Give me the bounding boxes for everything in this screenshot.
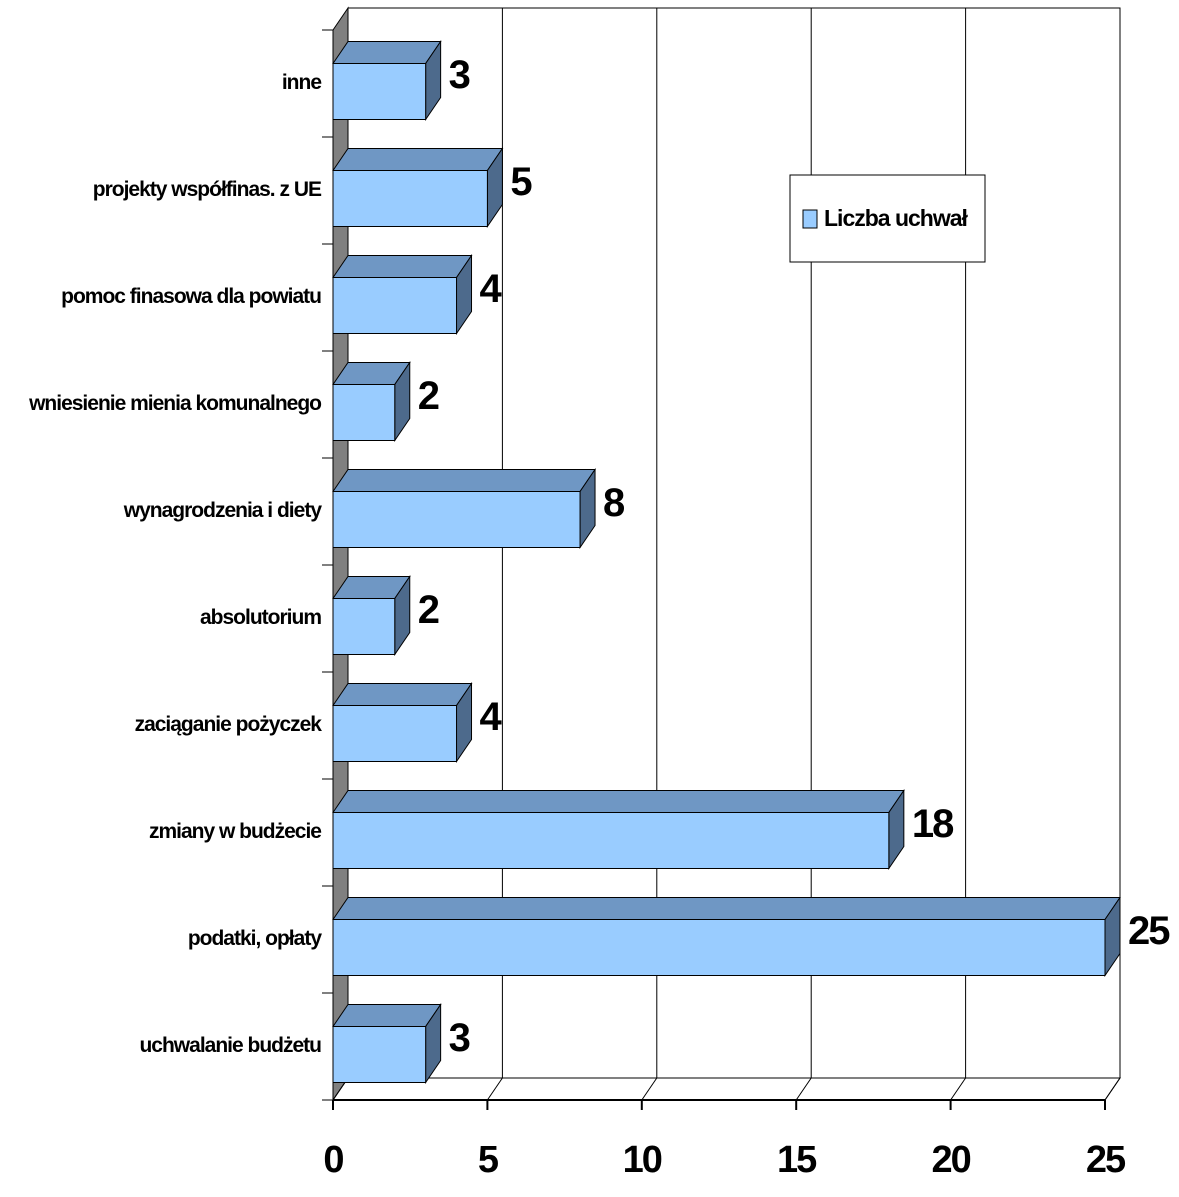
value-label: 2 xyxy=(418,588,439,632)
x-tick-label: 0 xyxy=(323,1139,343,1181)
legend-swatch xyxy=(802,209,818,229)
value-label: 3 xyxy=(449,1016,470,1060)
bar xyxy=(332,598,396,655)
y-tick-label: absolutorium xyxy=(200,606,321,629)
bar-top xyxy=(332,897,1121,920)
floor-grid-line xyxy=(1104,1077,1121,1101)
y-tick-label: projekty współfinas. z UE xyxy=(93,178,322,201)
floor xyxy=(332,1077,1121,1101)
value-label: 8 xyxy=(603,481,625,525)
y-tick-label: podatki, opłaty xyxy=(188,927,323,950)
value-label: 5 xyxy=(510,160,532,204)
y-tick-label: wniesienie mienia komunalnego xyxy=(28,392,321,415)
value-label: 4 xyxy=(480,267,503,311)
bar xyxy=(332,919,1106,976)
bar-top xyxy=(332,255,473,278)
bar xyxy=(332,705,458,762)
bar xyxy=(332,384,396,441)
y-tick-label: uchwalanie budżetu xyxy=(139,1034,321,1057)
bar xyxy=(332,170,488,227)
value-label: 18 xyxy=(912,802,954,846)
bar-top xyxy=(332,1004,442,1027)
y-tick-label: inne xyxy=(282,71,321,94)
x-tick-label: 15 xyxy=(777,1139,817,1181)
value-label: 4 xyxy=(480,695,503,739)
x-tick-label: 10 xyxy=(623,1139,662,1181)
floor-grid-line xyxy=(486,1077,503,1101)
bar xyxy=(332,277,458,334)
floor-grid-line xyxy=(641,1077,658,1101)
bar xyxy=(332,812,890,869)
value-label: 3 xyxy=(449,53,470,97)
y-tick-label: pomoc finasowa dla powiatu xyxy=(61,285,321,308)
legend-label: Liczba uchwał xyxy=(824,205,969,231)
bar xyxy=(332,491,581,548)
y-tick-label: wynagrodzenia i diety xyxy=(123,499,323,522)
bar xyxy=(332,1026,427,1083)
bar xyxy=(332,63,427,120)
y-tick-label: zmiany w budżecie xyxy=(149,820,321,843)
legend-box xyxy=(789,174,986,263)
bar-top xyxy=(332,790,905,813)
floor-grid-line xyxy=(950,1077,967,1101)
floor-grid-line xyxy=(795,1077,812,1101)
bar-top xyxy=(332,148,504,171)
bar-top xyxy=(332,41,442,64)
bar-top xyxy=(332,469,596,492)
y-tick-label: zaciąganie pożyczek xyxy=(135,713,323,736)
value-label: 25 xyxy=(1128,909,1170,953)
x-tick-label: 5 xyxy=(478,1139,499,1181)
value-label: 2 xyxy=(418,374,439,418)
bar-top xyxy=(332,683,473,706)
x-tick-label: 25 xyxy=(1086,1139,1126,1181)
x-tick-label: 20 xyxy=(931,1139,970,1181)
